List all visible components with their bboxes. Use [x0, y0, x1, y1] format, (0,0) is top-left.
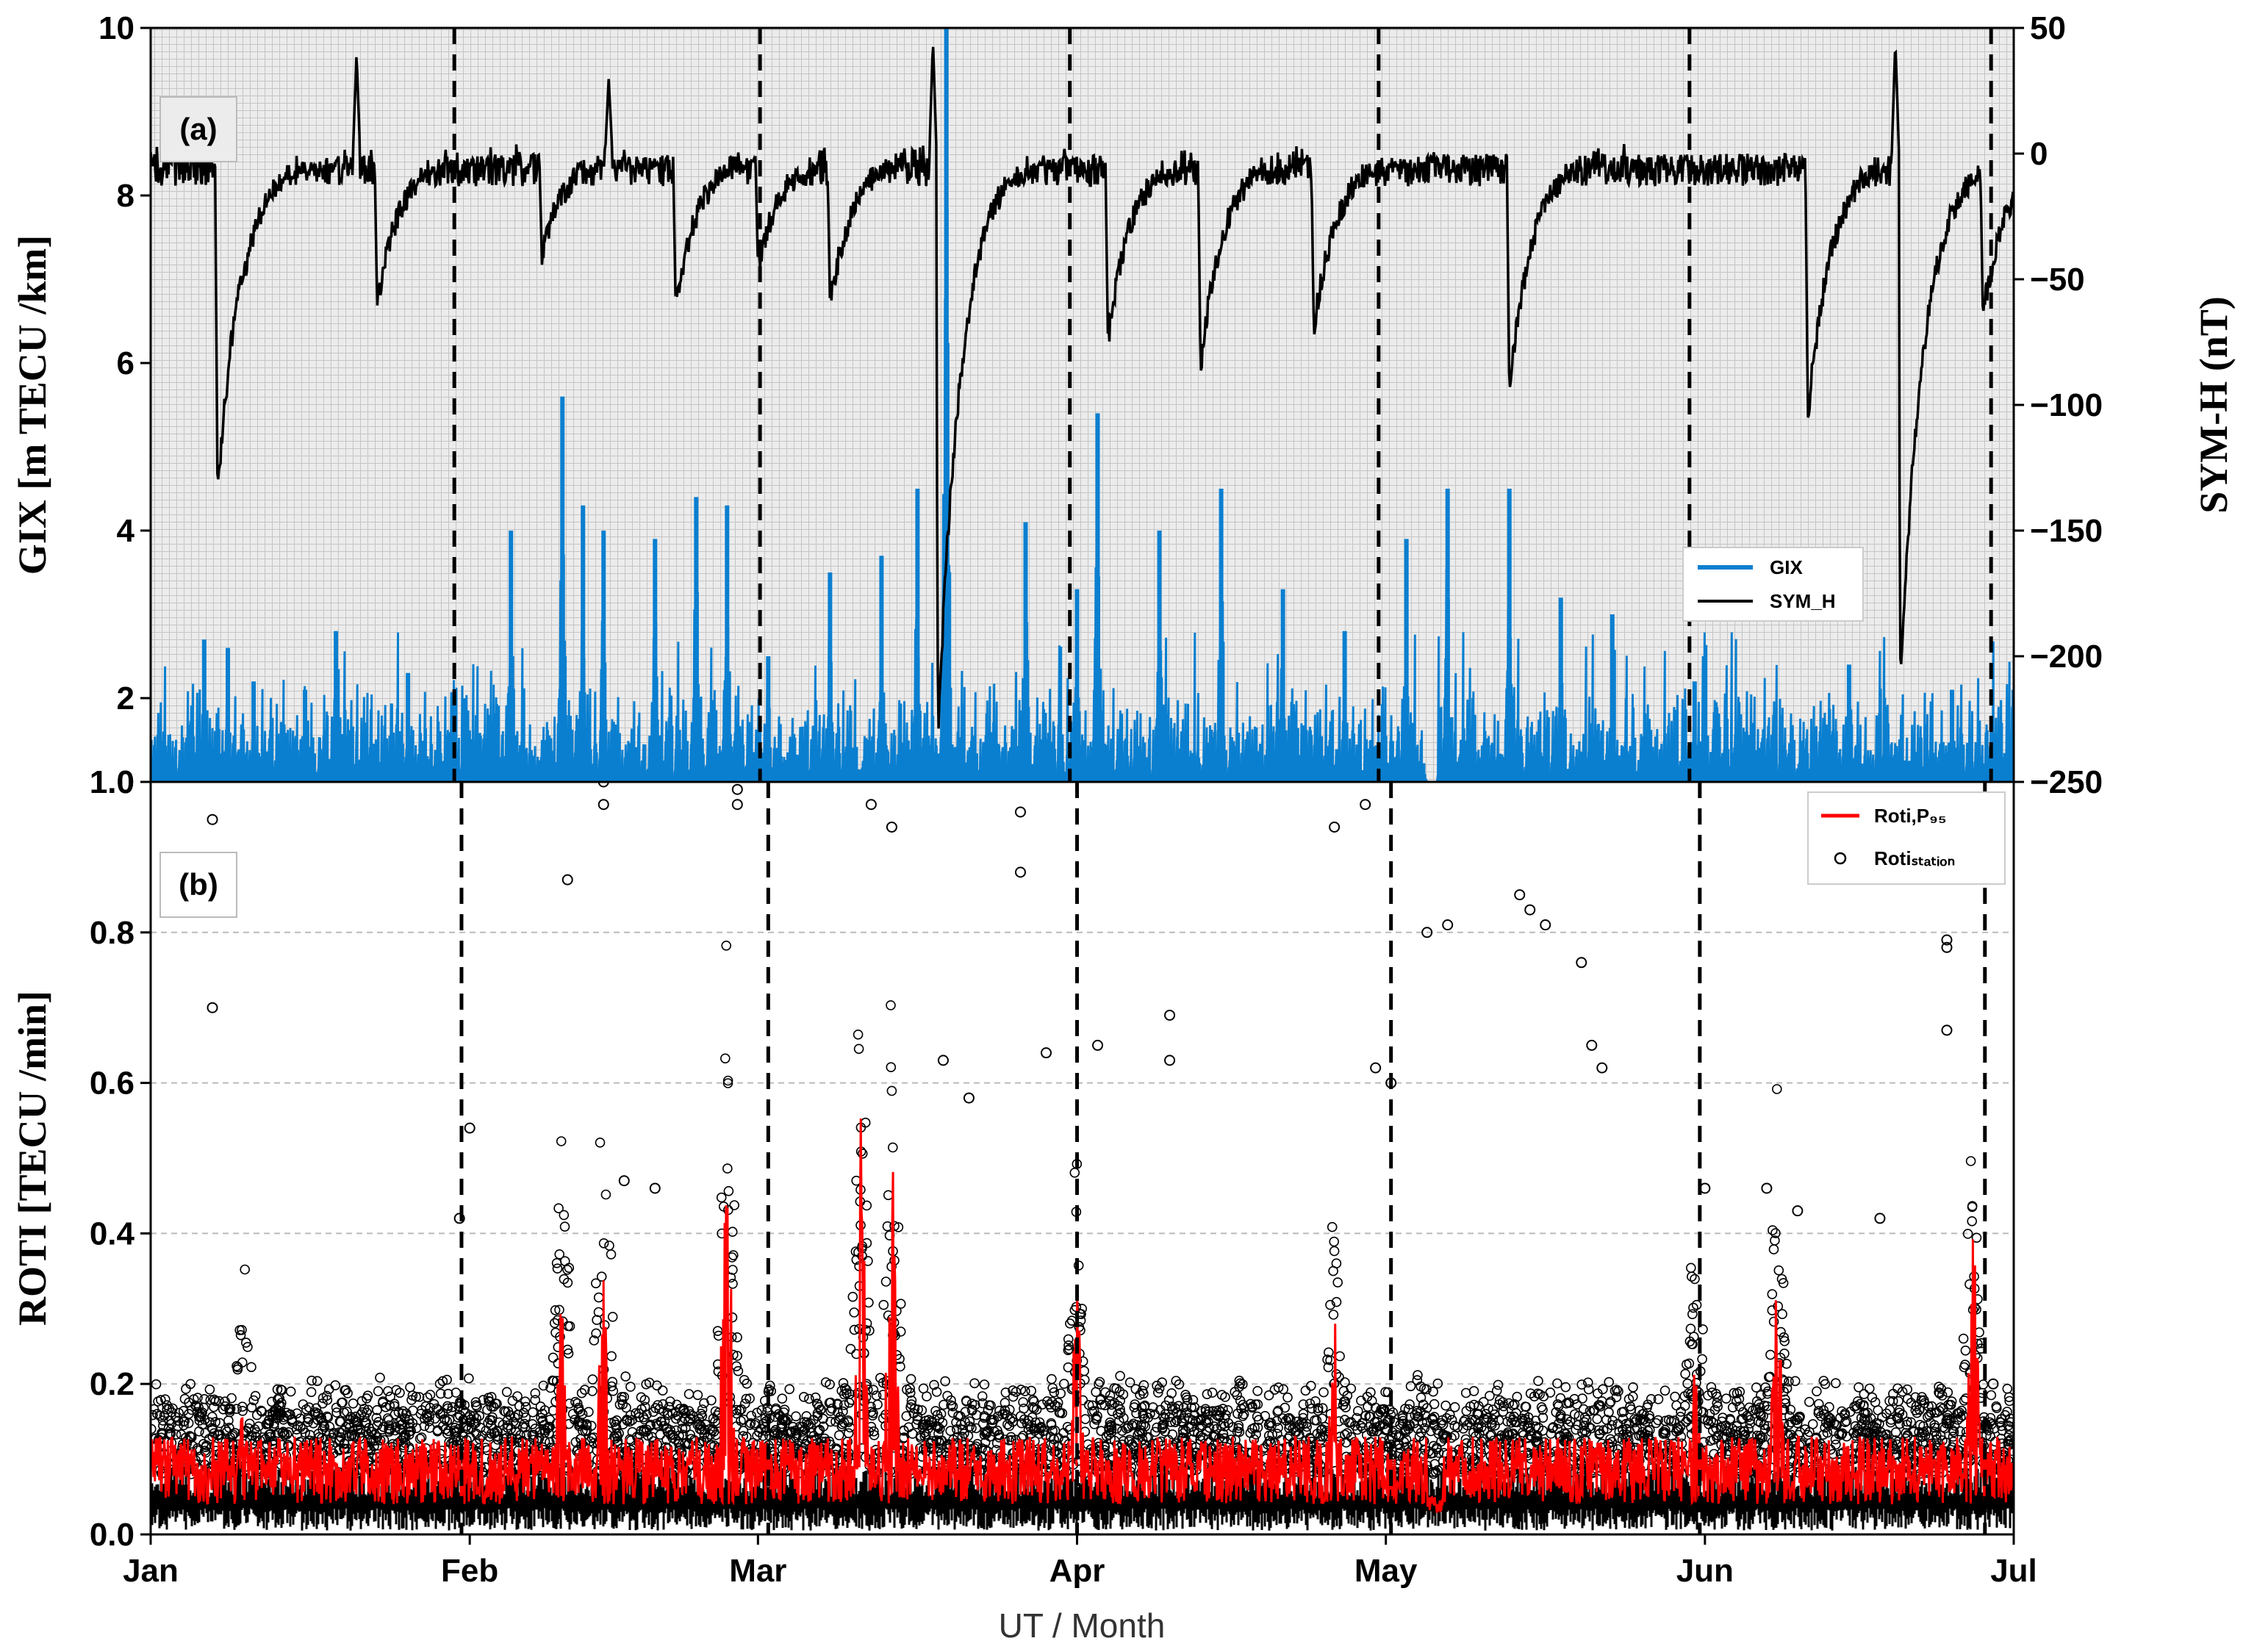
panel-b-tick-label-0: 0.0	[90, 1517, 134, 1553]
sym-h-series	[151, 46, 2014, 729]
roti-station-outlier-27	[963, 1092, 975, 1104]
panel-a-right-axis: 50 0 −50 −100 −150 −200 −250	[2014, 10, 2103, 800]
roti-station-outlier-21	[1941, 1024, 1953, 1036]
roti-station-outlier-13	[1421, 927, 1433, 938]
legend-roti-station-marker	[1834, 852, 1847, 865]
roti-station-outlier-16	[1524, 904, 1536, 916]
gix-line	[151, 146, 2014, 782]
panel-a-left-tick-label-5: 10	[98, 10, 134, 46]
x-tick-label-5: Jun	[1676, 1553, 1734, 1589]
panel-a-right-tick-label-4: −150	[2030, 513, 2103, 549]
legend-gix-label: GIX	[1770, 556, 1803, 578]
roti-station-outlier-19	[1941, 934, 1953, 946]
panel-b-label: (b)	[179, 867, 218, 902]
roti-station-outlier-10	[1014, 866, 1026, 878]
roti-station-outlier-31	[1164, 1055, 1176, 1066]
roti-station-outlier-39	[1874, 1213, 1886, 1224]
panel-b-tick-label-1: 0.2	[90, 1366, 134, 1402]
panel-b-ylabel: ROTI [TECU /min]	[10, 991, 54, 1326]
roti-station-outlier-5	[731, 783, 743, 795]
roti-station-outlier-18	[1576, 957, 1587, 969]
panel-a-right-tick-label-0: 50	[2030, 10, 2066, 46]
panel-a-label: (a)	[179, 112, 217, 146]
roti-station-outlier-23	[453, 1213, 465, 1224]
roti-station-outlier-34	[1586, 1039, 1598, 1051]
gix-series	[151, 28, 2014, 782]
x-tick-label-0: Jan	[123, 1553, 179, 1589]
roti-station-outlier-20	[1941, 941, 1953, 953]
roti-station-outlier-0	[207, 814, 218, 825]
panel-a-ylabel-right: SYM-H (nT)	[2192, 296, 2236, 514]
panel-b-legend: Roti,P₉₅ Rotiₛₜₐₜᵢₒₙ	[1807, 791, 2006, 885]
roti-station-outlier-30	[1164, 1009, 1176, 1021]
roti-station-outlier-24	[618, 1175, 630, 1187]
panel-a-right-tick-label-1: 0	[2030, 136, 2048, 172]
panel-a-right-tick-label-5: −200	[2030, 639, 2103, 675]
legend-roti-station-label: Rotiₛₜₐₜᵢₒₙ	[1874, 847, 1955, 869]
panel-a-left-tick-label-3: 6	[117, 345, 134, 381]
roti-station-outlier-29	[1092, 1039, 1104, 1051]
roti-station-outlier-2	[561, 874, 573, 886]
panel-a-left-tick-label-4: 8	[117, 178, 134, 214]
panel-b-tick-label-5: 1.0	[90, 764, 134, 800]
panel-a-right-tick-label-2: −50	[2030, 262, 2085, 298]
roti-station-outlier-28	[1040, 1047, 1052, 1059]
roti-station-outlier-6	[731, 799, 743, 811]
panel-a-right-tick-label-3: −100	[2030, 387, 2103, 423]
roti-station-outlier-3	[598, 782, 609, 788]
panel-b-frame	[149, 780, 2015, 1536]
legend-symh-label: SYM_H	[1770, 590, 1836, 612]
roti-station-outlier-14	[1442, 919, 1454, 931]
roti-station-outlier-37	[1761, 1182, 1773, 1194]
panel-a-left-axis: 1.0 2 4 6 8 10	[90, 10, 151, 800]
x-tick-label-6: Jul	[1990, 1553, 2037, 1589]
panel-b-tick-label-3: 0.6	[90, 1066, 134, 1102]
roti-station-outlier-26	[937, 1055, 949, 1066]
x-axis: Jan Feb Mar Apr May Jun Jul	[123, 1534, 2037, 1589]
panel-a-month-markers	[452, 28, 1993, 782]
x-tick-label-4: May	[1354, 1553, 1418, 1589]
panel-b-tick-label-2: 0.4	[90, 1215, 135, 1251]
panel-a-label-box: (a)	[159, 96, 237, 162]
x-tick-label-3: Apr	[1049, 1553, 1105, 1589]
panel-b-tick-label-4: 0.8	[90, 915, 134, 951]
legend-roti-p95-label: Roti,P₉₅	[1874, 805, 1947, 827]
panel-a-left-tick-label-1: 2	[117, 680, 134, 717]
roti-station-outlier-8	[886, 821, 897, 833]
panel-b: 0.0 0.2 0.4 0.6 0.8 1.0 Jan Feb Mar Apr May Jun Jul…	[10, 764, 2037, 1645]
panel-a-background	[151, 28, 2014, 782]
roti-station-outlier-4	[598, 799, 609, 811]
roti-station-outlier-32	[1370, 1062, 1382, 1074]
panel-b-y-axis: 0.0 0.2 0.4 0.6 0.8 1.0	[90, 764, 151, 1553]
x-tick-label-1: Feb	[441, 1553, 498, 1589]
panel-b-month-markers	[459, 782, 1987, 1534]
x-axis-label: UT / Month	[999, 1606, 1166, 1645]
x-tick-label-2: Mar	[729, 1553, 786, 1589]
roti-station-outlier-1	[207, 1002, 218, 1013]
panel-a-left-tick-label-2: 4	[117, 513, 135, 549]
roti-station-outlier-15	[1514, 889, 1526, 901]
roti-station-outlier-7	[865, 799, 877, 811]
roti-station-outlier-11	[1329, 821, 1341, 833]
roti-station-markers	[151, 941, 2014, 1479]
roti-station-outlier-17	[1540, 919, 1551, 931]
sym-h-line	[151, 46, 2014, 729]
panel-a-left-tick-label-0: 1.0	[90, 764, 134, 800]
roti-station-outlier-35	[1596, 1062, 1608, 1074]
panel-a-ylabel-left: GIX [m TECU /km]	[10, 235, 54, 575]
roti-station-outlier-25	[649, 1182, 661, 1194]
panel-a: 1.0 2 4 6 8 10 50 0 −50 −100 −150 −200 −250 (a) GIX…	[10, 10, 2236, 800]
roti-station-outlier-38	[1792, 1205, 1804, 1217]
panel-a-right-tick-label-6: −250	[2030, 764, 2103, 800]
panel-b-label-box: (b)	[159, 852, 237, 918]
roti-station-outlier-12	[1360, 799, 1371, 811]
panel-a-legend: GIX SYM_H	[1682, 547, 1864, 622]
roti-station-outlier-40	[1987, 1378, 1999, 1390]
roti-station-outlier-9	[1014, 806, 1026, 818]
roti-station-outlier-22	[464, 1122, 476, 1134]
